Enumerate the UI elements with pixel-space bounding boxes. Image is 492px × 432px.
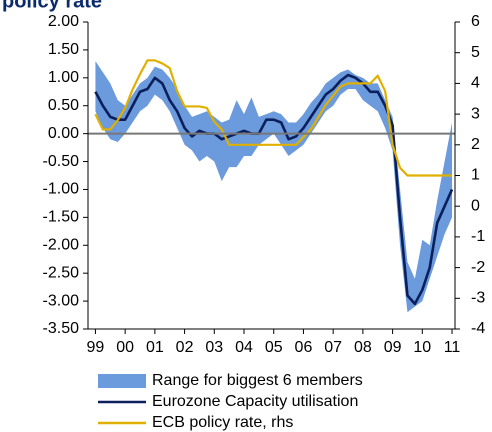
x-tick-label: 09 <box>384 339 402 356</box>
x-tick-label: 11 <box>444 339 461 356</box>
x-tick-label: 03 <box>205 339 223 356</box>
y-tick-label: -0.50 <box>43 153 80 170</box>
y-tick-label: 2.00 <box>48 13 79 30</box>
x-tick-label: 07 <box>324 339 342 356</box>
y-tick-label: -3.50 <box>43 320 80 337</box>
legend-label: ECB policy rate, rhs <box>152 414 293 431</box>
y2-tick-label: 4 <box>471 75 480 92</box>
y-tick-label: -2.50 <box>43 264 80 281</box>
chart-title: policy rate <box>2 0 102 12</box>
y-tick-label: 0.00 <box>48 125 79 142</box>
y-tick-label: -1.00 <box>43 181 80 198</box>
y2-tick-label: 1 <box>471 167 480 184</box>
x-tick-label: 06 <box>295 339 313 356</box>
data-line <box>94 73 454 306</box>
y-tick-label: 1.00 <box>48 69 79 86</box>
range-band <box>95 61 453 313</box>
y2-tick-label: -2 <box>471 259 485 276</box>
x-tick-label: 04 <box>235 339 253 356</box>
legend-label: Range for biggest 6 members <box>152 372 363 389</box>
x-tick-label: 05 <box>265 339 283 356</box>
x-tick-label: 99 <box>87 339 105 356</box>
y-tick-label: 1.50 <box>48 41 79 58</box>
data-line <box>94 59 453 177</box>
y2-tick-label: -3 <box>471 290 485 307</box>
y2-tick-label: 5 <box>471 44 480 61</box>
x-tick-label: 01 <box>146 339 164 356</box>
y-tick-label: -2.00 <box>43 236 80 253</box>
x-tick-label: 00 <box>116 339 134 356</box>
y2-tick-label: 0 <box>471 197 480 214</box>
y2-tick-label: 2 <box>471 136 480 153</box>
y2-tick-label: -1 <box>471 228 485 245</box>
y2-tick-label: 6 <box>471 13 480 30</box>
y-tick-label: -1.50 <box>43 209 80 226</box>
y-tick-label: -3.00 <box>43 292 80 309</box>
legend-label: Eurozone Capacity utilisation <box>152 393 358 410</box>
x-tick-label: 10 <box>413 339 431 356</box>
x-tick-label: 08 <box>354 339 372 356</box>
legend-swatch <box>98 374 146 388</box>
y2-tick-label: -4 <box>471 320 485 337</box>
y2-tick-label: 3 <box>471 105 480 122</box>
y-tick-label: 0.50 <box>48 97 79 114</box>
x-tick-label: 02 <box>176 339 194 356</box>
